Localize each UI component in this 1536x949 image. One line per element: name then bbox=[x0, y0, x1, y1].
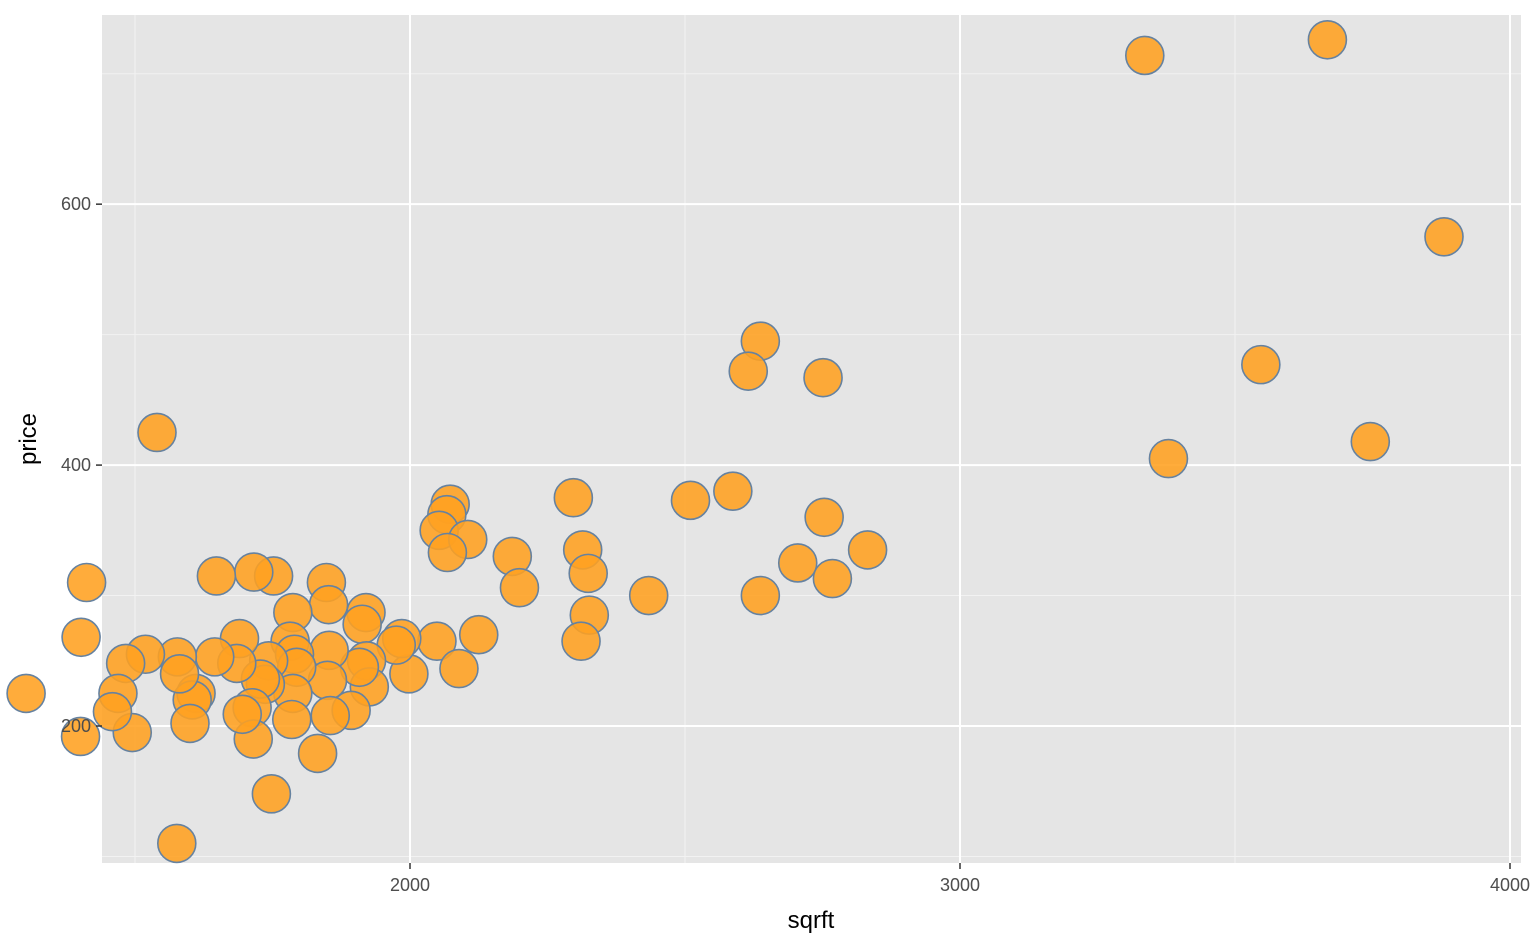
data-point bbox=[812, 558, 853, 599]
data-point bbox=[728, 351, 769, 391]
minor-gridlines bbox=[102, 15, 1521, 863]
x-tick-label: 3000 bbox=[940, 875, 980, 895]
data-point bbox=[458, 614, 499, 655]
data-point bbox=[803, 357, 843, 398]
data-point bbox=[137, 412, 177, 453]
data-point bbox=[157, 823, 197, 864]
data-point bbox=[1307, 19, 1348, 60]
data-point bbox=[251, 774, 292, 814]
y-tick-label: 600 bbox=[61, 194, 91, 214]
data-point bbox=[847, 530, 888, 570]
data-point bbox=[553, 477, 594, 518]
y-axis-ticks: 200 400 600 bbox=[61, 194, 102, 736]
x-axis-title: sqrft bbox=[788, 907, 835, 934]
data-points bbox=[6, 19, 1464, 864]
data-point bbox=[1148, 438, 1189, 479]
data-point bbox=[499, 567, 540, 608]
data-point bbox=[1424, 216, 1464, 257]
data-point bbox=[713, 471, 753, 511]
data-point bbox=[222, 694, 263, 735]
data-point bbox=[297, 733, 338, 774]
data-point bbox=[60, 716, 101, 757]
data-point bbox=[92, 691, 133, 732]
data-point bbox=[6, 673, 46, 714]
data-point bbox=[427, 532, 468, 573]
data-point bbox=[740, 575, 781, 616]
data-point bbox=[159, 654, 200, 694]
y-axis-title: price bbox=[15, 413, 42, 465]
data-point bbox=[310, 695, 351, 736]
data-point bbox=[66, 562, 107, 603]
data-point bbox=[1125, 35, 1165, 76]
data-point bbox=[342, 604, 382, 645]
data-point bbox=[561, 621, 601, 662]
data-point bbox=[439, 648, 479, 689]
x-tick-label: 4000 bbox=[1490, 875, 1530, 895]
data-point bbox=[777, 543, 818, 583]
data-point bbox=[1350, 421, 1391, 462]
data-point bbox=[271, 699, 312, 740]
x-axis-ticks: 2000 3000 4000 bbox=[390, 863, 1530, 895]
data-point bbox=[804, 497, 844, 538]
data-point bbox=[61, 617, 101, 658]
data-point bbox=[670, 480, 711, 521]
y-tick-label: 200 bbox=[61, 716, 91, 736]
data-point bbox=[196, 556, 237, 596]
x-tick-label: 2000 bbox=[390, 875, 430, 895]
y-tick-label: 400 bbox=[61, 455, 91, 475]
data-point bbox=[170, 703, 210, 744]
data-point bbox=[194, 637, 235, 677]
data-point bbox=[308, 584, 349, 625]
data-point bbox=[1241, 344, 1281, 385]
data-point bbox=[568, 553, 609, 594]
data-point bbox=[628, 575, 669, 616]
data-point bbox=[234, 552, 274, 592]
